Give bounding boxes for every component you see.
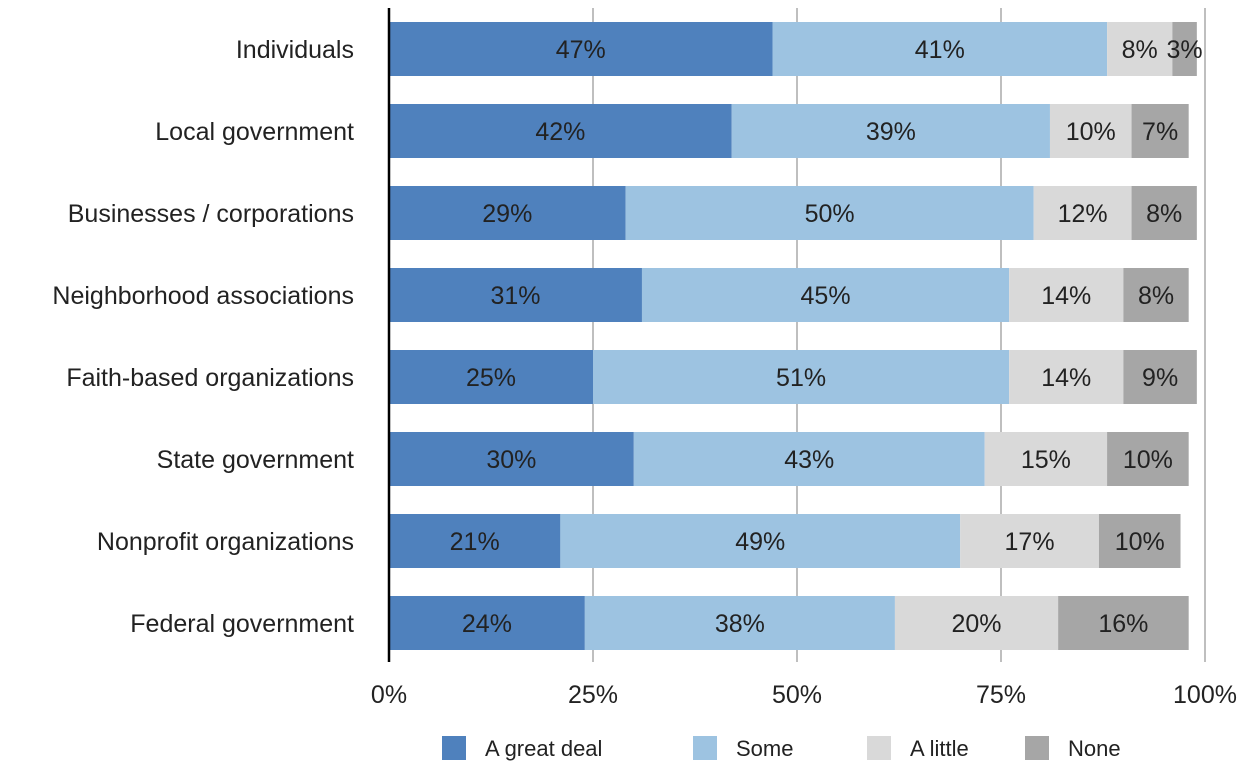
data-label: 10%	[1115, 528, 1165, 556]
legend: A great deal Some A little None	[442, 736, 1121, 761]
legend-swatch	[693, 736, 717, 760]
bar-segment	[1107, 22, 1173, 76]
data-label: 14%	[1041, 364, 1091, 392]
bar-segment	[389, 104, 732, 158]
bar-segment	[389, 350, 593, 404]
data-label: 8%	[1122, 36, 1158, 64]
category-label: Neighborhood associations	[52, 282, 354, 310]
data-label: 21%	[450, 528, 500, 556]
x-tick-label: 75%	[976, 681, 1026, 709]
data-label: 8%	[1146, 200, 1182, 228]
data-label: 17%	[1005, 528, 1055, 556]
bar-segment	[1058, 596, 1189, 650]
bar-segment	[1009, 350, 1124, 404]
bar-segment	[1131, 186, 1197, 240]
axes: 0% 25% 50% 75% 100%	[371, 8, 1237, 709]
bar-segment	[633, 432, 985, 486]
bar-segment	[960, 514, 1099, 568]
data-label: 38%	[715, 610, 765, 638]
bar-segment	[641, 268, 1010, 322]
bar-segment	[984, 432, 1108, 486]
data-label: 30%	[486, 446, 536, 474]
data-label: 7%	[1142, 118, 1178, 146]
category-label: State government	[157, 446, 354, 474]
data-label: 25%	[466, 364, 516, 392]
data-label: 10%	[1123, 446, 1173, 474]
data-label: 50%	[805, 200, 855, 228]
data-label: 49%	[735, 528, 785, 556]
data-label: 51%	[776, 364, 826, 392]
x-tick-label: 25%	[568, 681, 618, 709]
bar-segment	[772, 22, 1108, 76]
bar-segment	[1107, 432, 1189, 486]
x-tick-label: 0%	[371, 681, 407, 709]
bar-segment	[389, 432, 634, 486]
data-label: 45%	[801, 282, 851, 310]
legend-swatch	[867, 736, 891, 760]
data-label: 9%	[1142, 364, 1178, 392]
data-label: 15%	[1021, 446, 1071, 474]
data-label: 3%	[1167, 36, 1203, 64]
bar-segment	[625, 186, 1034, 240]
bar-segment	[389, 514, 561, 568]
bar-segment	[1049, 104, 1132, 158]
data-label: 29%	[482, 200, 532, 228]
legend-swatch	[1025, 736, 1049, 760]
category-label: Businesses / corporations	[68, 200, 354, 228]
data-label: 14%	[1041, 282, 1091, 310]
data-label: 47%	[556, 36, 606, 64]
data-label: 39%	[866, 118, 916, 146]
bar-segment	[389, 186, 626, 240]
category-label: Federal government	[130, 610, 354, 638]
bar-segment	[1172, 22, 1197, 76]
legend-label: None	[1068, 736, 1121, 761]
bar-segment	[894, 596, 1059, 650]
data-label: 43%	[784, 446, 834, 474]
category-label: Nonprofit organizations	[97, 528, 354, 556]
data-label: 24%	[462, 610, 512, 638]
bar-segment	[1123, 350, 1197, 404]
legend-label: Some	[736, 736, 793, 761]
data-label: 31%	[490, 282, 540, 310]
legend-label: A great deal	[485, 736, 602, 761]
bar-segment	[731, 104, 1050, 158]
bar-segment	[593, 350, 1010, 404]
bar-segment	[584, 596, 895, 650]
category-label: Faith-based organizations	[66, 364, 354, 392]
x-tick-label: 100%	[1173, 681, 1237, 709]
data-label: 16%	[1098, 610, 1148, 638]
x-tick-label: 50%	[772, 681, 822, 709]
data-label: 20%	[951, 610, 1001, 638]
category-label: Individuals	[236, 36, 354, 64]
data-label: 10%	[1066, 118, 1116, 146]
data-label: 12%	[1058, 200, 1108, 228]
data-label: 8%	[1138, 282, 1174, 310]
bar-segment	[1131, 104, 1189, 158]
data-label: 41%	[915, 36, 965, 64]
data-label: 42%	[535, 118, 585, 146]
category-labels: Individuals Local government Businesses / …	[52, 36, 354, 638]
bars: 47% 41% 8% 3% 42% 39% 10% 7% 29% 50% 12% 8% 31% 45% 14…	[389, 22, 1203, 650]
bar-segment	[1009, 268, 1124, 322]
bar-segment	[389, 596, 585, 650]
bar-segment	[1033, 186, 1132, 240]
legend-label: A little	[910, 736, 969, 761]
bar-segment	[389, 22, 773, 76]
bar-segment	[1123, 268, 1189, 322]
category-label: Local government	[155, 118, 354, 146]
bar-segment	[389, 268, 642, 322]
legend-swatch	[442, 736, 466, 760]
bar-segment	[1098, 514, 1181, 568]
bar-segment	[560, 514, 961, 568]
